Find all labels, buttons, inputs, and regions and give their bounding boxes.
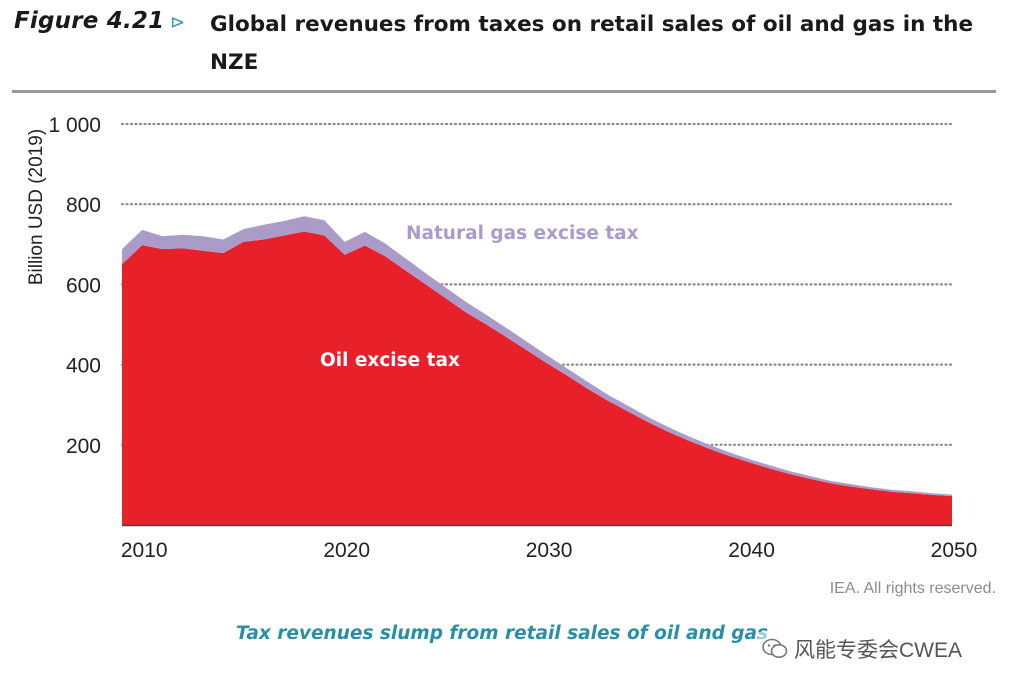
watermark-text: 风能专委会CWEA bbox=[794, 639, 962, 662]
y-tick-label: 400 bbox=[66, 355, 101, 378]
figure-label: Figure 4.21 bbox=[14, 8, 165, 34]
x-tick-label: 2040 bbox=[728, 539, 775, 562]
annotation-natural-gas: Natural gas excise tax bbox=[406, 223, 639, 244]
figure-arrow-icon: ⊳ bbox=[170, 12, 186, 32]
chart-title: Global revenues from taxes on retail sal… bbox=[210, 12, 974, 75]
y-tick-label: 600 bbox=[66, 274, 101, 297]
y-tick-label: 1 000 bbox=[48, 114, 101, 137]
x-tick-label: 2030 bbox=[526, 539, 573, 562]
wechat-icon bbox=[762, 638, 788, 658]
y-axis-label: Billion USD (2019) bbox=[26, 129, 47, 285]
chart-caption: Tax revenues slump from retail sales of … bbox=[236, 623, 769, 644]
annotation-oil: Oil excise tax bbox=[320, 350, 460, 371]
x-tick-label: 2010 bbox=[121, 539, 168, 562]
copyright-credit: IEA. All rights reserved. bbox=[829, 580, 996, 597]
x-tick-label: 2020 bbox=[323, 539, 370, 562]
series-area-oil-excise-tax bbox=[122, 231, 952, 525]
y-tick-label: 200 bbox=[66, 435, 101, 458]
y-tick-label: 800 bbox=[66, 194, 101, 217]
x-tick-label: 2050 bbox=[931, 539, 978, 562]
series-area-natural-gas-excise-tax bbox=[122, 216, 952, 497]
watermark: 风能专委会CWEA bbox=[758, 632, 966, 666]
title-divider bbox=[12, 90, 996, 93]
